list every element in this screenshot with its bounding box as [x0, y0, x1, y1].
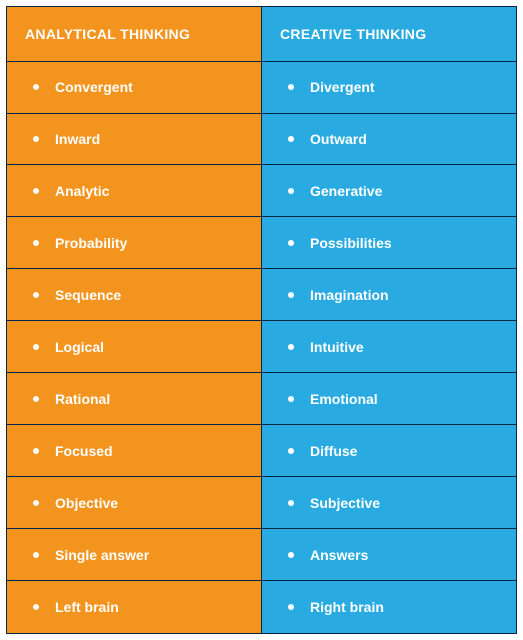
table-cell: Logical: [7, 321, 262, 373]
cell-label: Focused: [55, 443, 113, 459]
cell-label: Right brain: [310, 599, 384, 615]
table-cell: Subjective: [262, 477, 516, 529]
table-cell: Imagination: [262, 269, 516, 321]
table-row: Logical Intuitive: [7, 321, 516, 373]
table-cell: Answers: [262, 529, 516, 581]
table-cell: Divergent: [262, 62, 516, 114]
cell-label: Left brain: [55, 599, 119, 615]
bullet-icon: [33, 396, 39, 402]
bullet-icon: [33, 448, 39, 454]
bullet-icon: [33, 188, 39, 194]
cell-label: Single answer: [55, 547, 149, 563]
bullet-icon: [33, 84, 39, 90]
cell-label: Subjective: [310, 495, 380, 511]
table-row: Rational Emotional: [7, 373, 516, 425]
cell-label: Imagination: [310, 287, 389, 303]
table-cell: Convergent: [7, 62, 262, 114]
cell-label: Convergent: [55, 79, 133, 95]
table-row: Left brain Right brain: [7, 581, 516, 633]
cell-label: Rational: [55, 391, 110, 407]
cell-label: Possibilities: [310, 235, 392, 251]
table-cell: Inward: [7, 114, 262, 166]
table-cell: Right brain: [262, 581, 516, 633]
cell-label: Intuitive: [310, 339, 364, 355]
table-cell: Diffuse: [262, 425, 516, 477]
cell-label: Sequence: [55, 287, 121, 303]
bullet-icon: [33, 344, 39, 350]
cell-label: Diffuse: [310, 443, 357, 459]
table-row: Sequence Imagination: [7, 269, 516, 321]
bullet-icon: [33, 240, 39, 246]
table-cell: Possibilities: [262, 217, 516, 269]
table-cell: Generative: [262, 165, 516, 217]
table-cell: Rational: [7, 373, 262, 425]
bullet-icon: [288, 448, 294, 454]
cell-label: Generative: [310, 183, 382, 199]
table-cell: Emotional: [262, 373, 516, 425]
cell-label: Inward: [55, 131, 100, 147]
column-header-analytical: ANALYTICAL THINKING: [7, 7, 262, 62]
bullet-icon: [288, 604, 294, 610]
table-cell: Single answer: [7, 529, 262, 581]
table-row: Inward Outward: [7, 114, 516, 166]
bullet-icon: [288, 188, 294, 194]
bullet-icon: [288, 292, 294, 298]
bullet-icon: [33, 500, 39, 506]
table-cell: Objective: [7, 477, 262, 529]
cell-label: Divergent: [310, 79, 375, 95]
bullet-icon: [33, 136, 39, 142]
bullet-icon: [33, 292, 39, 298]
table-cell: Probability: [7, 217, 262, 269]
cell-label: Probability: [55, 235, 127, 251]
table-cell: Sequence: [7, 269, 262, 321]
cell-label: Objective: [55, 495, 118, 511]
table-cell: Analytic: [7, 165, 262, 217]
bullet-icon: [288, 396, 294, 402]
table-cell: Outward: [262, 114, 516, 166]
cell-label: Emotional: [310, 391, 378, 407]
table-cell: Focused: [7, 425, 262, 477]
table-row: Focused Diffuse: [7, 425, 516, 477]
bullet-icon: [33, 552, 39, 558]
bullet-icon: [288, 552, 294, 558]
table-row: Convergent Divergent: [7, 62, 516, 114]
bullet-icon: [33, 604, 39, 610]
cell-label: Answers: [310, 547, 368, 563]
comparison-table: ANALYTICAL THINKING CREATIVE THINKING Co…: [6, 6, 517, 634]
table-row: Analytic Generative: [7, 165, 516, 217]
cell-label: Outward: [310, 131, 367, 147]
table-cell: Intuitive: [262, 321, 516, 373]
bullet-icon: [288, 500, 294, 506]
bullet-icon: [288, 136, 294, 142]
table-row: Objective Subjective: [7, 477, 516, 529]
bullet-icon: [288, 84, 294, 90]
cell-label: Logical: [55, 339, 104, 355]
table-row: Single answer Answers: [7, 529, 516, 581]
cell-label: Analytic: [55, 183, 109, 199]
table-cell: Left brain: [7, 581, 262, 633]
column-header-creative: CREATIVE THINKING: [262, 7, 516, 62]
bullet-icon: [288, 240, 294, 246]
table-header-row: ANALYTICAL THINKING CREATIVE THINKING: [7, 7, 516, 62]
bullet-icon: [288, 344, 294, 350]
table-row: Probability Possibilities: [7, 217, 516, 269]
